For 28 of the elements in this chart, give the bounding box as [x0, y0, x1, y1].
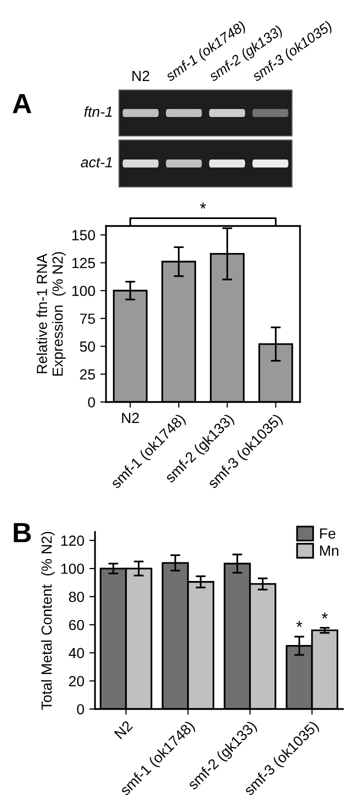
- y-tick-label: 60: [69, 620, 84, 630]
- y-axis-title: Relative ftn-1 RNA Expression (% N2): [36, 252, 66, 376]
- x-tick-label: N2: [122, 412, 139, 423]
- y-tick-label: 150: [72, 230, 96, 240]
- y-tick-label: 0: [88, 397, 96, 408]
- text: B: [14, 523, 31, 542]
- y-tick-label: 25: [80, 369, 95, 380]
- legend-label: Mn: [320, 546, 338, 556]
- category-label: N2: [132, 70, 150, 81]
- y-axis-title: Total Metal Content (% N2): [41, 532, 55, 710]
- text: act-1: [80, 157, 112, 168]
- y-tick-label: 100: [72, 286, 96, 296]
- y-tick-label: 100: [61, 564, 84, 574]
- y-tick-label: 75: [80, 314, 95, 324]
- y-tick-label: 20: [69, 676, 84, 686]
- text: A: [12, 94, 32, 114]
- legend-label: Fe: [320, 528, 336, 539]
- text: ftn-1: [84, 106, 112, 117]
- y-tick-label: 40: [68, 648, 84, 658]
- annotation: *: [322, 612, 328, 618]
- y-tick-label: 80: [68, 592, 84, 602]
- annotation: *: [296, 621, 302, 627]
- x-tick-label: N2: [114, 720, 133, 740]
- y-tick-label: 120: [61, 536, 84, 546]
- y-tick-label: 0: [77, 704, 84, 714]
- text: *: [200, 202, 206, 209]
- y-tick-label: 50: [80, 341, 96, 352]
- y-tick-label: 125: [72, 258, 95, 268]
